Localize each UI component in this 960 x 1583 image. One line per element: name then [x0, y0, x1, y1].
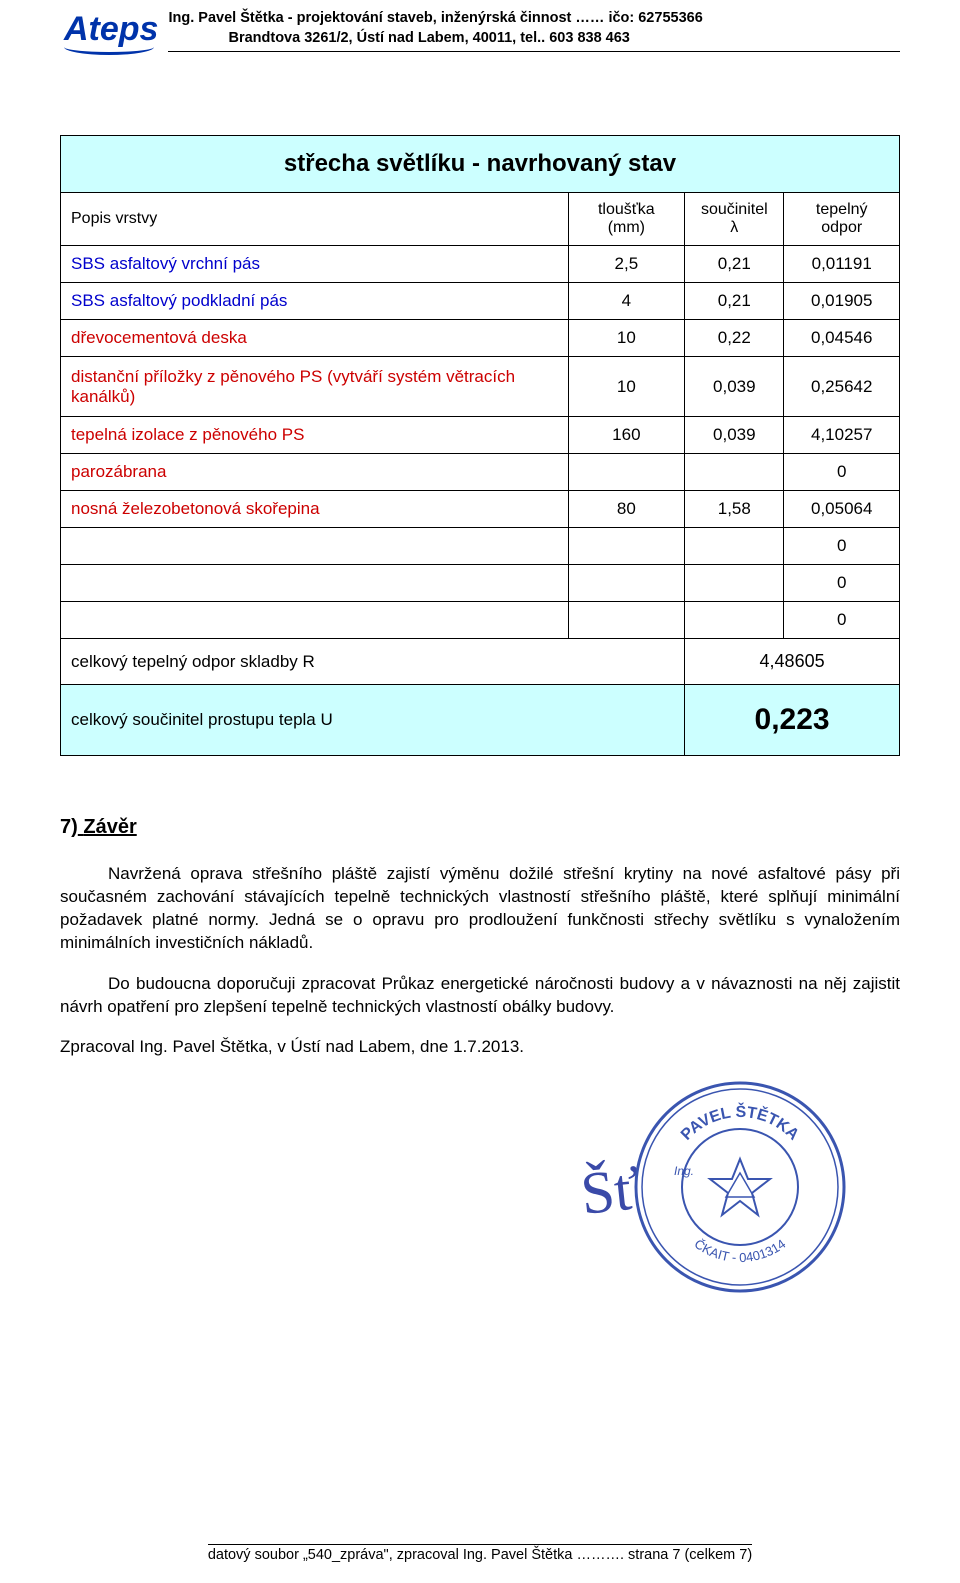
row-value: [568, 528, 685, 565]
section-title: Závěr: [83, 816, 136, 838]
row-value: 80: [568, 491, 685, 528]
row-value: [685, 565, 784, 602]
total-row: celkový součinitel prostupu tepla U 0,22…: [61, 685, 900, 756]
logo: Ateps: [60, 8, 168, 55]
table-row: 0: [61, 602, 900, 639]
row-value: 4,10257: [784, 417, 900, 454]
signoff-line: Zpracoval Ing. Pavel Štětka, v Ústí nad …: [60, 1037, 900, 1057]
svg-text:Ing.: Ing.: [674, 1164, 694, 1178]
paragraph-1: Navržená oprava střešního pláště zajistí…: [60, 863, 900, 955]
row-value: 0,21: [685, 246, 784, 283]
row-value: 0: [784, 454, 900, 491]
stamp-area: Šť PAVEL ŠTĚTKA ČKAIT - 0401314 Ing.: [60, 1097, 900, 1357]
sum-row: celkový tepelný odpor skladby R 4,48605: [61, 639, 900, 685]
row-label: [61, 565, 569, 602]
row-value: [685, 528, 784, 565]
sum-label: celkový tepelný odpor skladby R: [61, 639, 685, 685]
row-value: 160: [568, 417, 685, 454]
total-label: celkový součinitel prostupu tepla U: [61, 685, 685, 756]
row-label: dřevocementová deska: [61, 320, 569, 357]
col-soucinitel: součinitel λ: [685, 193, 784, 246]
row-label: SBS asfaltový vrchní pás: [61, 246, 569, 283]
table-row: parozábrana 0: [61, 454, 900, 491]
row-label: SBS asfaltový podkladní pás: [61, 283, 569, 320]
row-value: [685, 602, 784, 639]
row-value: 0,21: [685, 283, 784, 320]
section-heading: 7) Závěr: [60, 816, 900, 839]
row-value: 1,58: [685, 491, 784, 528]
col-popis: Popis vrstvy: [61, 193, 569, 246]
row-value: 10: [568, 357, 685, 417]
row-value: 4: [568, 283, 685, 320]
row-value: 0,05064: [784, 491, 900, 528]
table-row: distanční příložky z pěnového PS (vytvář…: [61, 357, 900, 417]
row-value: 0: [784, 528, 900, 565]
table-row: dřevocementová deska100,220,04546: [61, 320, 900, 357]
row-value: 0,039: [685, 357, 784, 417]
sum-value: 4,48605: [685, 639, 900, 685]
table-row: tepelná izolace z pěnového PS1600,0394,1…: [61, 417, 900, 454]
table-title: střecha světlíku - navrhovaný stav: [61, 136, 900, 193]
table-header-row: Popis vrstvy tloušťka (mm) součinitel λ …: [61, 193, 900, 246]
table-row: SBS asfaltový vrchní pás2,50,210,01191: [61, 246, 900, 283]
col-tloustka: tloušťka (mm): [568, 193, 685, 246]
total-value: 0,223: [685, 685, 900, 756]
row-label: parozábrana: [61, 454, 569, 491]
row-value: 0: [784, 602, 900, 639]
row-value: [685, 454, 784, 491]
svg-text:ČKAIT - 0401314: ČKAIT - 0401314: [692, 1236, 789, 1265]
stamp-icon: PAVEL ŠTĚTKA ČKAIT - 0401314 Ing.: [630, 1077, 850, 1297]
row-value: 0,039: [685, 417, 784, 454]
row-value: 0: [784, 565, 900, 602]
col-odpor: tepelný odpor: [784, 193, 900, 246]
table-row: SBS asfaltový podkladní pás40,210,01905: [61, 283, 900, 320]
row-value: [568, 454, 685, 491]
row-value: 0,22: [685, 320, 784, 357]
row-value: 0,04546: [784, 320, 900, 357]
header-line1: Ing. Pavel Štětka - projektování staveb,…: [168, 8, 900, 28]
svg-text:PAVEL ŠTĚTKA: PAVEL ŠTĚTKA: [678, 1102, 802, 1144]
row-label: [61, 602, 569, 639]
layers-table: střecha světlíku - navrhovaný stav Popis…: [60, 135, 900, 756]
row-label: [61, 528, 569, 565]
table-row: 0: [61, 565, 900, 602]
row-value: 0,01905: [784, 283, 900, 320]
page-header: Ateps Ing. Pavel Štětka - projektování s…: [60, 0, 900, 55]
row-label: tepelná izolace z pěnového PS: [61, 417, 569, 454]
page-footer: datový soubor „540_zpráva", zpracoval In…: [0, 1544, 960, 1563]
row-value: [568, 565, 685, 602]
row-value: 0,25642: [784, 357, 900, 417]
footer-text: datový soubor „540_zpráva", zpracoval In…: [208, 1544, 752, 1563]
row-label: distanční příložky z pěnového PS (vytvář…: [61, 357, 569, 417]
paragraph-2: Do budoucna doporučuji zpracovat Průkaz …: [60, 973, 900, 1019]
row-value: 0,01191: [784, 246, 900, 283]
section-number: 7): [60, 816, 78, 839]
row-value: 2,5: [568, 246, 685, 283]
row-value: 10: [568, 320, 685, 357]
row-label: nosná železobetonová skořepina: [61, 491, 569, 528]
header-contact: Ing. Pavel Štětka - projektování staveb,…: [168, 8, 900, 52]
row-value: [568, 602, 685, 639]
header-line2: Brandtova 3261/2, Ústí nad Labem, 40011,…: [168, 28, 900, 48]
table-title-row: střecha světlíku - navrhovaný stav: [61, 136, 900, 193]
table-row: 0: [61, 528, 900, 565]
table-row: nosná železobetonová skořepina801,580,05…: [61, 491, 900, 528]
